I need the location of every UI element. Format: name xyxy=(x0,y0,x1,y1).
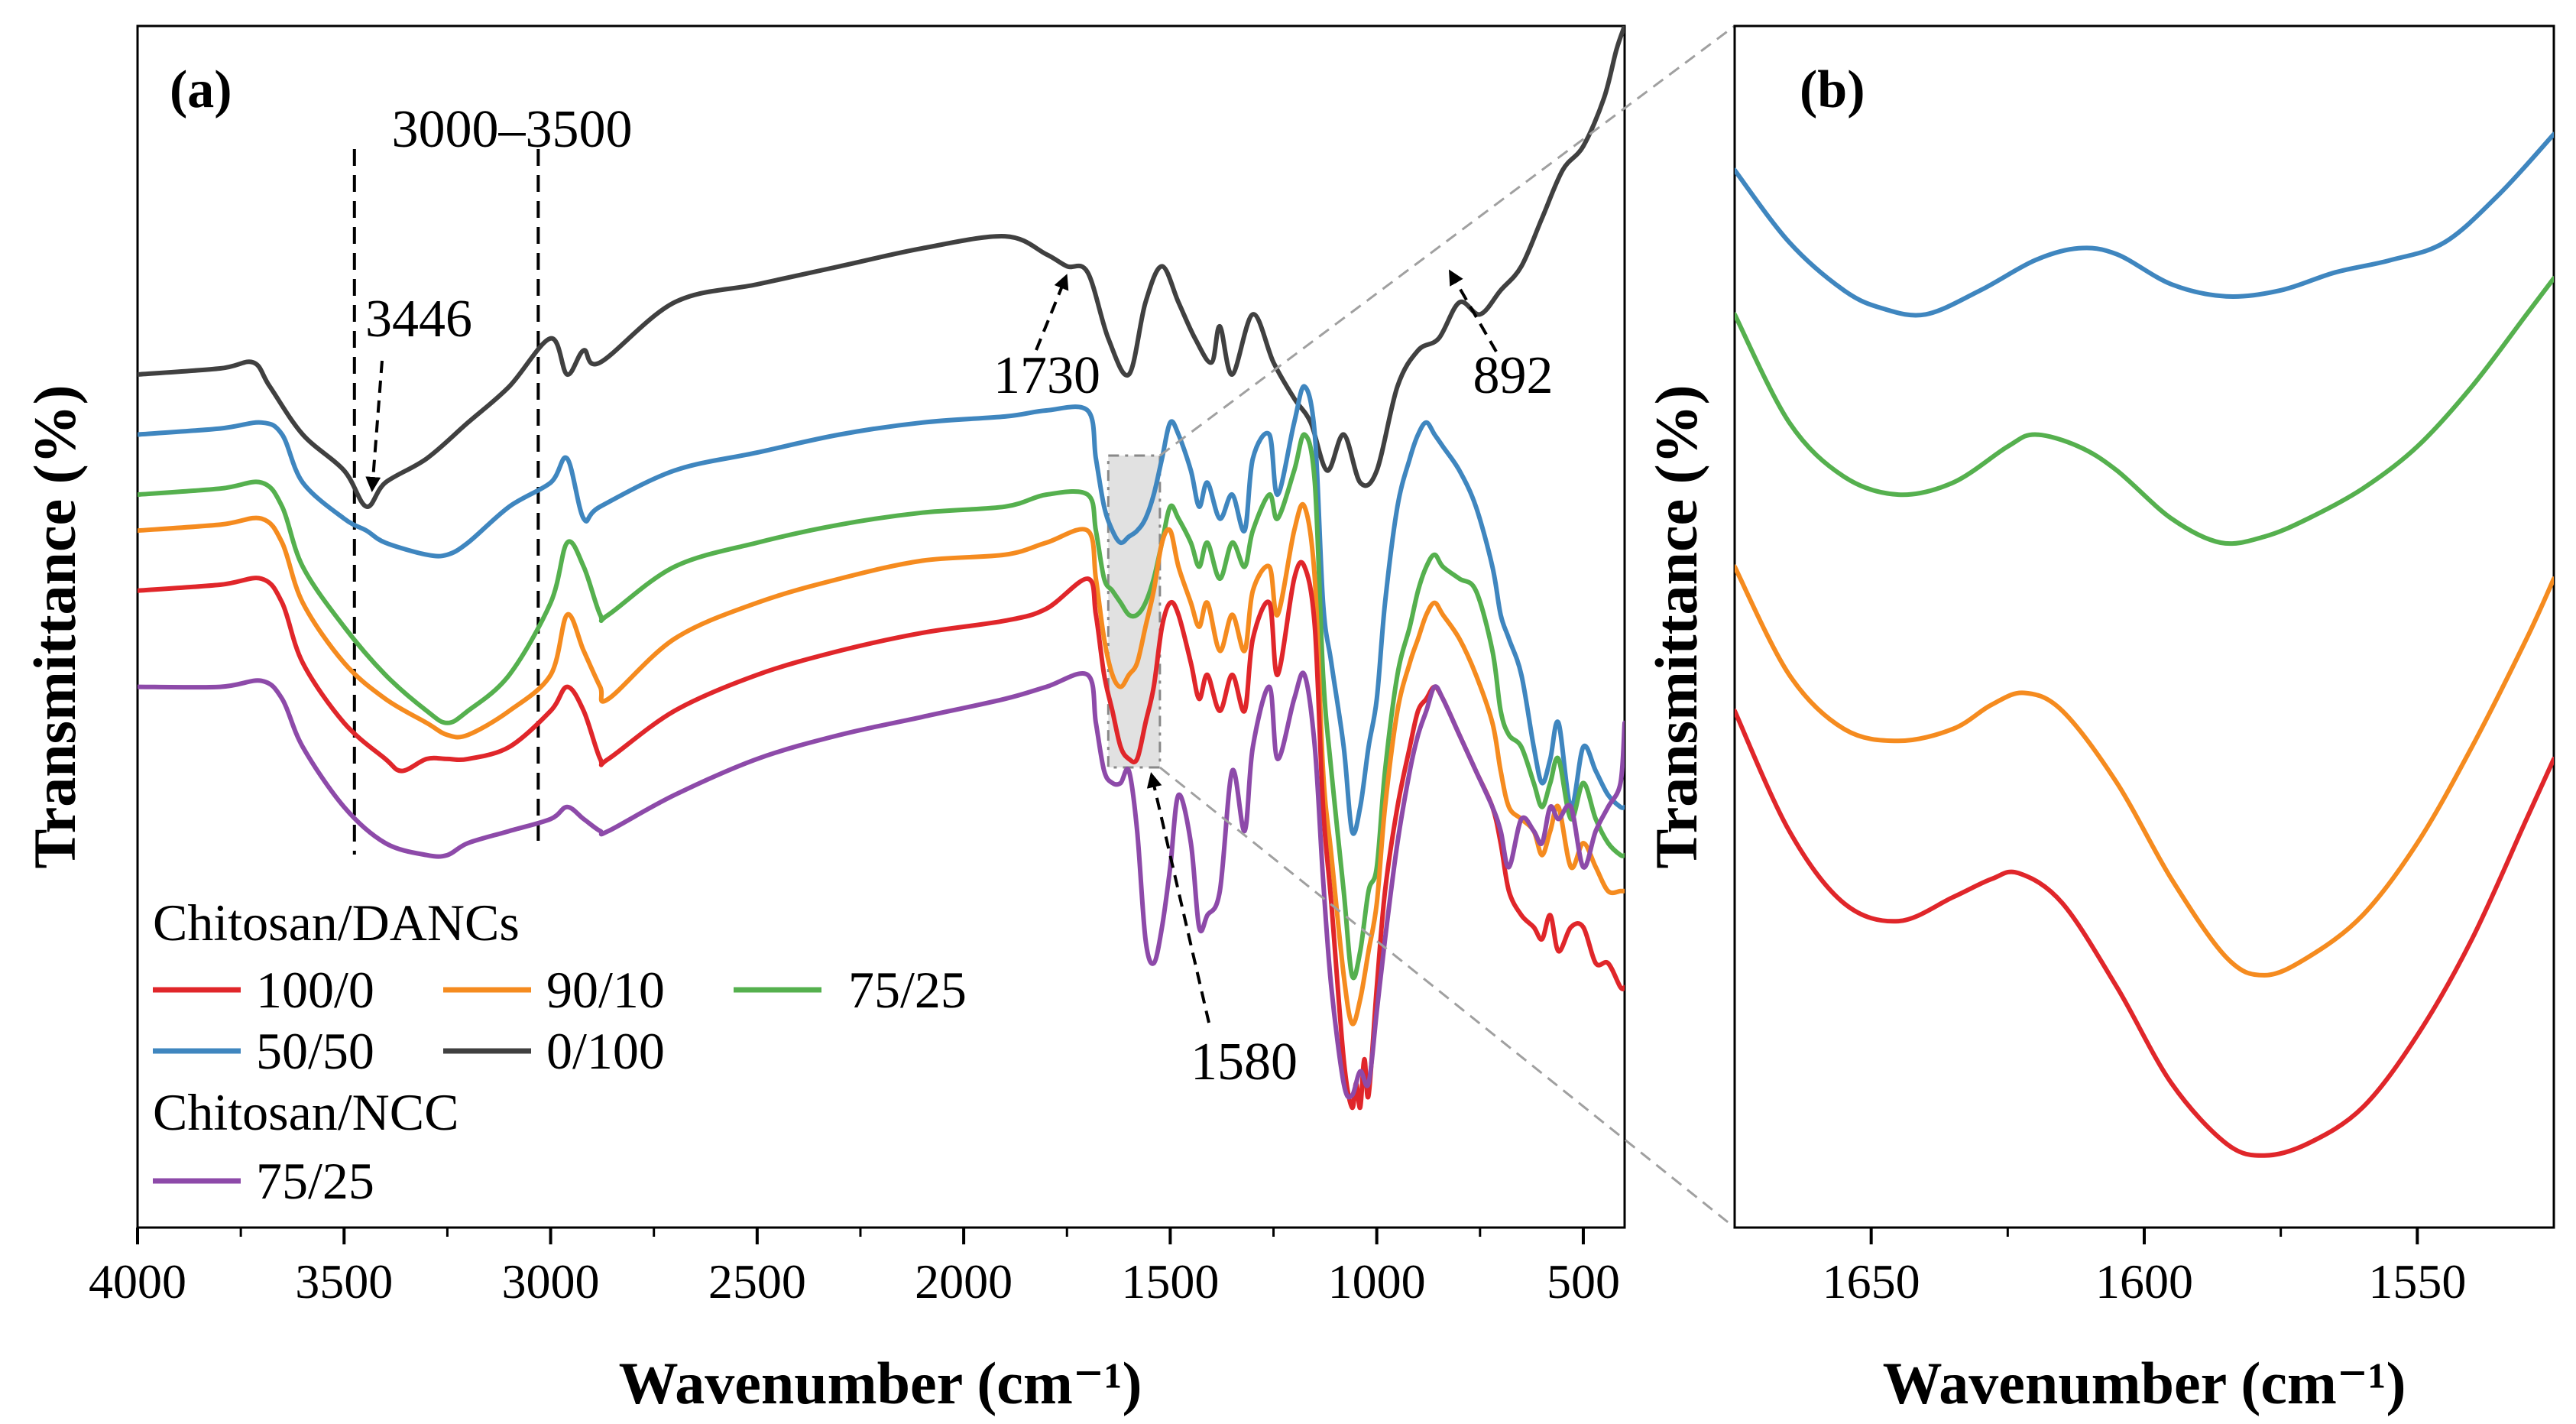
arrow-3446 xyxy=(365,360,384,492)
panel-a-x-tick-label-2500: 2500 xyxy=(708,1254,806,1309)
annotation-892: 892 xyxy=(1473,346,1554,405)
legend-entry-100-0: 100/0 xyxy=(256,961,374,1019)
y-axis-label-b: Transmittance (%) xyxy=(1643,384,1709,868)
panel-a-x-tick-label-3500: 3500 xyxy=(295,1254,393,1309)
panel-a-series-75-25-chitosan-ncc xyxy=(138,670,1625,1100)
zoom-connector-top xyxy=(1158,24,1735,457)
annotation-3446: 3446 xyxy=(365,290,472,349)
panel-a-x-axis: 4000 3500 3000 2500 2000 1500 1000 500 xyxy=(89,1226,1625,1309)
panel-b-label: (b) xyxy=(1800,60,1865,119)
arrow-1580 xyxy=(1146,772,1210,1023)
panel-b-series-100-0 xyxy=(1735,709,2554,1158)
panel-a-x-tick-label-2000: 2000 xyxy=(915,1254,1013,1309)
panel-b-x-tick-label-1600: 1600 xyxy=(2095,1254,2193,1309)
panel-a-series xyxy=(138,26,1625,1110)
panel-a-series-0-100 xyxy=(138,26,1625,509)
panel-b-series-90-10 xyxy=(1735,564,2554,978)
panel-b-frame xyxy=(1733,24,2555,1229)
arrow-1730 xyxy=(1035,274,1069,351)
panel-a-x-tick-label-1500: 1500 xyxy=(1121,1254,1219,1309)
panel-a-series-50-50 xyxy=(138,384,1625,836)
panel-a-series-75-25 xyxy=(138,432,1625,981)
panel-b-x-tick-label-1650: 1650 xyxy=(1823,1254,1920,1309)
legend-group-chitosan-danc: Chitosan/DANCs xyxy=(153,894,520,952)
panel-a-x-tick-label-500: 500 xyxy=(1547,1254,1620,1309)
panel-a-label: (a) xyxy=(170,60,232,119)
legend: Chitosan/DANCs 100/0 90/10 75/25 50/50 0… xyxy=(153,894,967,1210)
panel-b-series-75-25 xyxy=(1735,276,2554,547)
region-label: 3000–3500 xyxy=(392,100,633,159)
panel-a: 4000 3500 3000 2500 2000 1500 1000 500 (a) 3000… xyxy=(21,24,1626,1416)
legend-entry-50-50: 50/50 xyxy=(256,1022,374,1080)
annotation-1580: 1580 xyxy=(1191,1033,1298,1092)
panel-b-x-axis: 1650 1600 1550 xyxy=(1735,1226,2554,1309)
panel-b-series xyxy=(1735,131,2554,1158)
panel-b-x-tick-label-1550: 1550 xyxy=(2368,1254,2466,1309)
legend-entry-0-100: 0/100 xyxy=(546,1022,665,1080)
panel-a-x-tick-label-4000: 4000 xyxy=(89,1254,186,1309)
arrow-892 xyxy=(1449,269,1498,352)
x-axis-label-b: Wavenumber (cm⁻¹) xyxy=(1883,1350,2406,1416)
legend-entry-90-10: 90/10 xyxy=(546,961,665,1019)
y-axis-label-a: Transmittance (%) xyxy=(21,384,88,868)
zoom-connector-bottom xyxy=(1158,766,1735,1229)
x-axis-label-a: Wavenumber (cm⁻¹) xyxy=(619,1350,1142,1416)
panel-a-x-tick-label-1000: 1000 xyxy=(1328,1254,1426,1309)
legend-entry-ncc-75-25: 75/25 xyxy=(256,1152,374,1210)
panel-b-series-50-50 xyxy=(1735,131,2554,318)
annotation-1730: 1730 xyxy=(993,346,1100,405)
panel-b: 1650 1600 1550 (b) Transmittance (%) Waven… xyxy=(1643,24,2555,1416)
panel-a-x-tick-label-3000: 3000 xyxy=(502,1254,600,1309)
legend-entry-75-25: 75/25 xyxy=(848,961,967,1019)
panel-a-series-90-10 xyxy=(138,501,1625,1027)
legend-group-chitosan-ncc: Chitosan/NCC xyxy=(153,1083,459,1141)
